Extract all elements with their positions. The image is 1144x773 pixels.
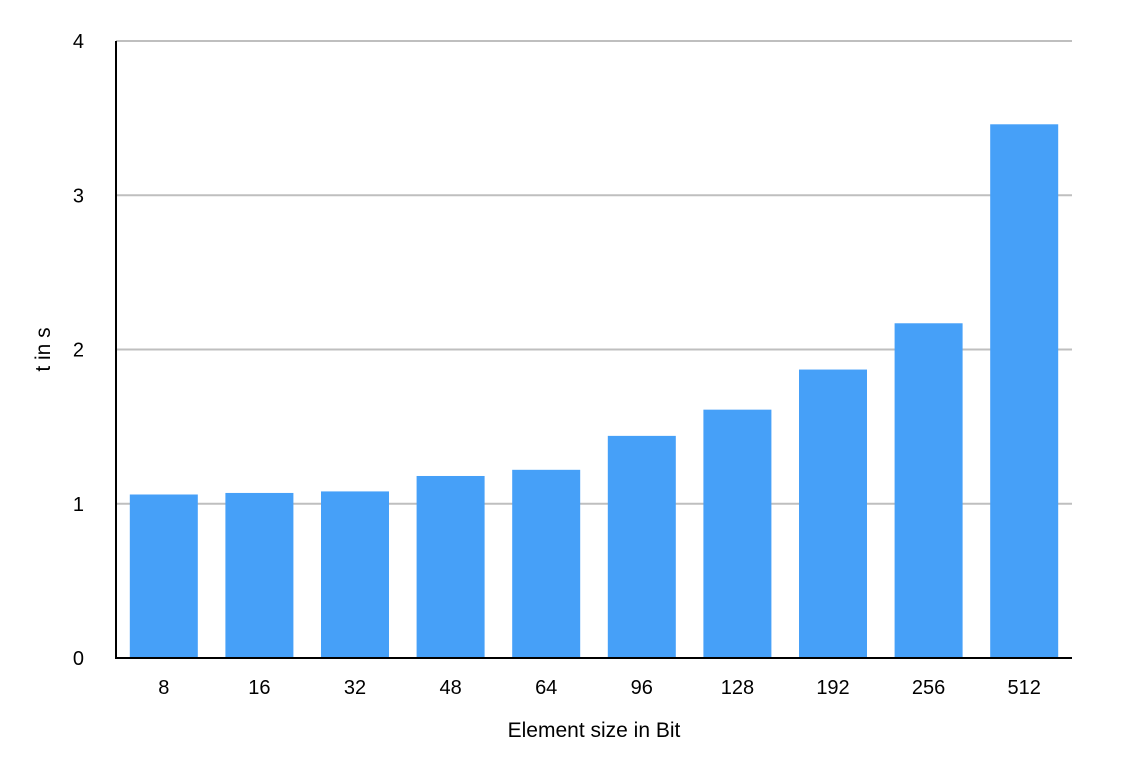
bars: [129, 124, 1059, 659]
bar-192: [799, 369, 867, 658]
bar-64: [512, 469, 581, 658]
y-tick-label: 2: [73, 340, 84, 362]
x-tick-label: 128: [721, 677, 754, 699]
axes: [115, 41, 1072, 659]
x-tick-label: 32: [344, 677, 366, 699]
bar-8: [129, 494, 198, 658]
x-tick-label: 8: [158, 677, 169, 699]
bar-96: [607, 435, 676, 658]
bar-256: [894, 323, 963, 658]
y-tick-label: 1: [73, 494, 84, 516]
x-tick-label: 64: [535, 677, 557, 699]
y-axis-title: t in s: [32, 327, 55, 371]
x-tick-labels: 8 16 32 48 64 96 128 192 256 512: [158, 677, 1041, 699]
x-tick-label: 48: [439, 677, 461, 699]
x-tick-label: 16: [248, 677, 270, 699]
x-tick-label: 256: [912, 677, 945, 699]
bar-16: [225, 492, 294, 658]
bar-128: [703, 409, 772, 658]
y-tick-label: 3: [73, 185, 84, 207]
bar-512: [990, 124, 1059, 659]
y-tick-labels: 0 1 2 3 4: [73, 31, 84, 670]
x-axis-title: Element size in Bit: [508, 719, 681, 742]
x-tick-label: 96: [631, 677, 653, 699]
x-tick-label: 192: [816, 677, 849, 699]
x-tick-label: 512: [1008, 677, 1041, 699]
bar-32: [321, 491, 389, 658]
y-tick-label: 0: [73, 648, 84, 670]
y-tick-label: 4: [73, 31, 84, 53]
bar-48: [416, 475, 485, 658]
